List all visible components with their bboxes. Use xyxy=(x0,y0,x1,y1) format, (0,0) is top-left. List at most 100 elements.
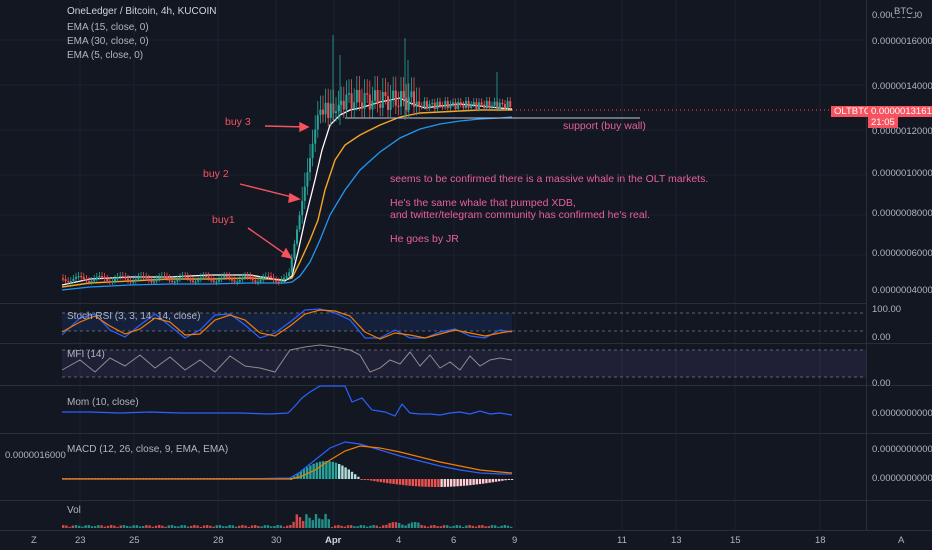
volume-bar xyxy=(87,525,90,528)
volume-bar xyxy=(340,525,343,528)
volume-bar xyxy=(116,526,119,528)
candle-body xyxy=(485,101,488,109)
candle-body xyxy=(358,90,361,103)
macd-histogram-bar xyxy=(408,479,411,486)
stoch-axis-top: 100.00 xyxy=(872,304,902,315)
volume-bar xyxy=(436,526,439,528)
candle-body xyxy=(426,101,428,109)
macd-histogram-bar xyxy=(334,462,338,479)
momentum-legend[interactable]: Mom (10, close) xyxy=(67,397,139,408)
currency-label[interactable]: BTC xyxy=(892,6,915,17)
candle-body xyxy=(116,277,119,280)
candle-body xyxy=(309,158,311,173)
macd-histogram-bar xyxy=(373,479,376,482)
macd-histogram-bar xyxy=(354,474,357,479)
volume-bar xyxy=(359,525,362,528)
candle-body xyxy=(155,279,158,282)
candle-body xyxy=(228,276,231,279)
volume-bar xyxy=(103,526,106,528)
volume-bar xyxy=(404,525,407,528)
volume-bar xyxy=(126,525,129,528)
macd-histogram-bar xyxy=(302,469,306,479)
price-label: 0.0000016000 xyxy=(872,36,932,47)
candle-body xyxy=(85,279,88,282)
candle-body xyxy=(475,102,478,109)
time-label: 30 xyxy=(271,535,282,546)
candle-body xyxy=(197,279,200,282)
volume-bar xyxy=(266,525,270,528)
macd-histogram-bar xyxy=(466,479,469,486)
candle-body xyxy=(389,98,392,110)
candle-body xyxy=(509,101,512,107)
macd-histogram-bar xyxy=(344,467,347,479)
candle-body xyxy=(249,276,252,279)
candle-body xyxy=(353,102,356,109)
candle-body xyxy=(251,278,254,281)
volume-bar xyxy=(382,525,385,528)
candle-body xyxy=(368,94,371,110)
volume-bar xyxy=(170,525,174,528)
volume-legend[interactable]: Vol xyxy=(67,505,81,516)
macd-histogram-bar xyxy=(498,479,501,482)
candle-body xyxy=(218,279,220,282)
candle-body xyxy=(374,90,376,101)
candle-body xyxy=(238,279,241,282)
time-label: 4 xyxy=(396,535,402,546)
candle-body xyxy=(283,277,285,281)
macd-histogram-bar xyxy=(472,479,475,485)
volume-bar xyxy=(334,525,337,528)
candle-body xyxy=(77,276,80,278)
price-label: 0.0000014000 xyxy=(872,81,932,92)
volume-bar xyxy=(471,525,474,528)
volume-bar xyxy=(494,525,497,528)
volume-bar xyxy=(183,525,186,528)
candle-body xyxy=(270,276,272,278)
candle-body xyxy=(275,280,278,282)
candle-body xyxy=(267,276,270,278)
macd-histogram-bar xyxy=(325,461,328,479)
macd-histogram-bar xyxy=(379,479,382,483)
candle-body xyxy=(335,111,337,114)
macd-histogram xyxy=(62,461,514,487)
price-axis[interactable] xyxy=(866,0,932,530)
macd-histogram-bar xyxy=(507,479,510,480)
candle-body xyxy=(145,276,148,279)
macd-histogram-bar xyxy=(485,479,488,484)
mfi-legend[interactable]: MFI (14) xyxy=(67,349,105,360)
volume-bar xyxy=(289,525,292,528)
volume-bar xyxy=(215,525,218,528)
countdown-tag: 21:05 xyxy=(868,117,898,128)
volume-bar xyxy=(433,525,436,528)
volume-bar xyxy=(327,519,330,528)
volume-bar xyxy=(279,525,282,528)
macd-left-value: 0.0000016000 xyxy=(5,450,66,461)
stoch-rsi-legend[interactable]: Stoch RSI (3, 3, 14, 14, close) xyxy=(67,311,201,322)
auto-scale-button[interactable]: A xyxy=(898,535,905,546)
ema-15-legend[interactable]: EMA (15, close, 0) xyxy=(67,22,149,33)
macd-histogram-bar xyxy=(475,479,478,485)
volume-bar xyxy=(129,526,132,528)
volume-bar xyxy=(154,525,158,528)
ema-5-legend[interactable]: EMA (5, close, 0) xyxy=(67,50,144,61)
macd-histogram-bar xyxy=(318,461,322,479)
macd-histogram-bar xyxy=(488,479,491,483)
ema-30-legend[interactable]: EMA (30, close, 0) xyxy=(67,36,149,47)
volume-bar xyxy=(410,522,414,528)
candle-body xyxy=(166,276,168,279)
candle-body xyxy=(441,105,444,108)
reset-zoom-button[interactable]: Z xyxy=(31,535,37,546)
volume-bar xyxy=(446,525,449,528)
chart-title[interactable]: OneLedger / Bitcoin, 4h, KUCOIN xyxy=(67,6,217,17)
candle-body xyxy=(246,276,249,278)
macd-histogram-bar xyxy=(443,479,446,487)
volume-bar xyxy=(372,525,375,528)
volume-bar xyxy=(343,526,346,528)
candle-body xyxy=(290,258,293,273)
volume-bar xyxy=(385,524,388,528)
candle-body xyxy=(483,104,486,109)
candle-body xyxy=(272,277,275,281)
macd-histogram-bar xyxy=(421,479,424,487)
macd-legend[interactable]: MACD (12, 26, close, 9, EMA, EMA) xyxy=(67,444,229,455)
candle-body xyxy=(376,90,379,105)
